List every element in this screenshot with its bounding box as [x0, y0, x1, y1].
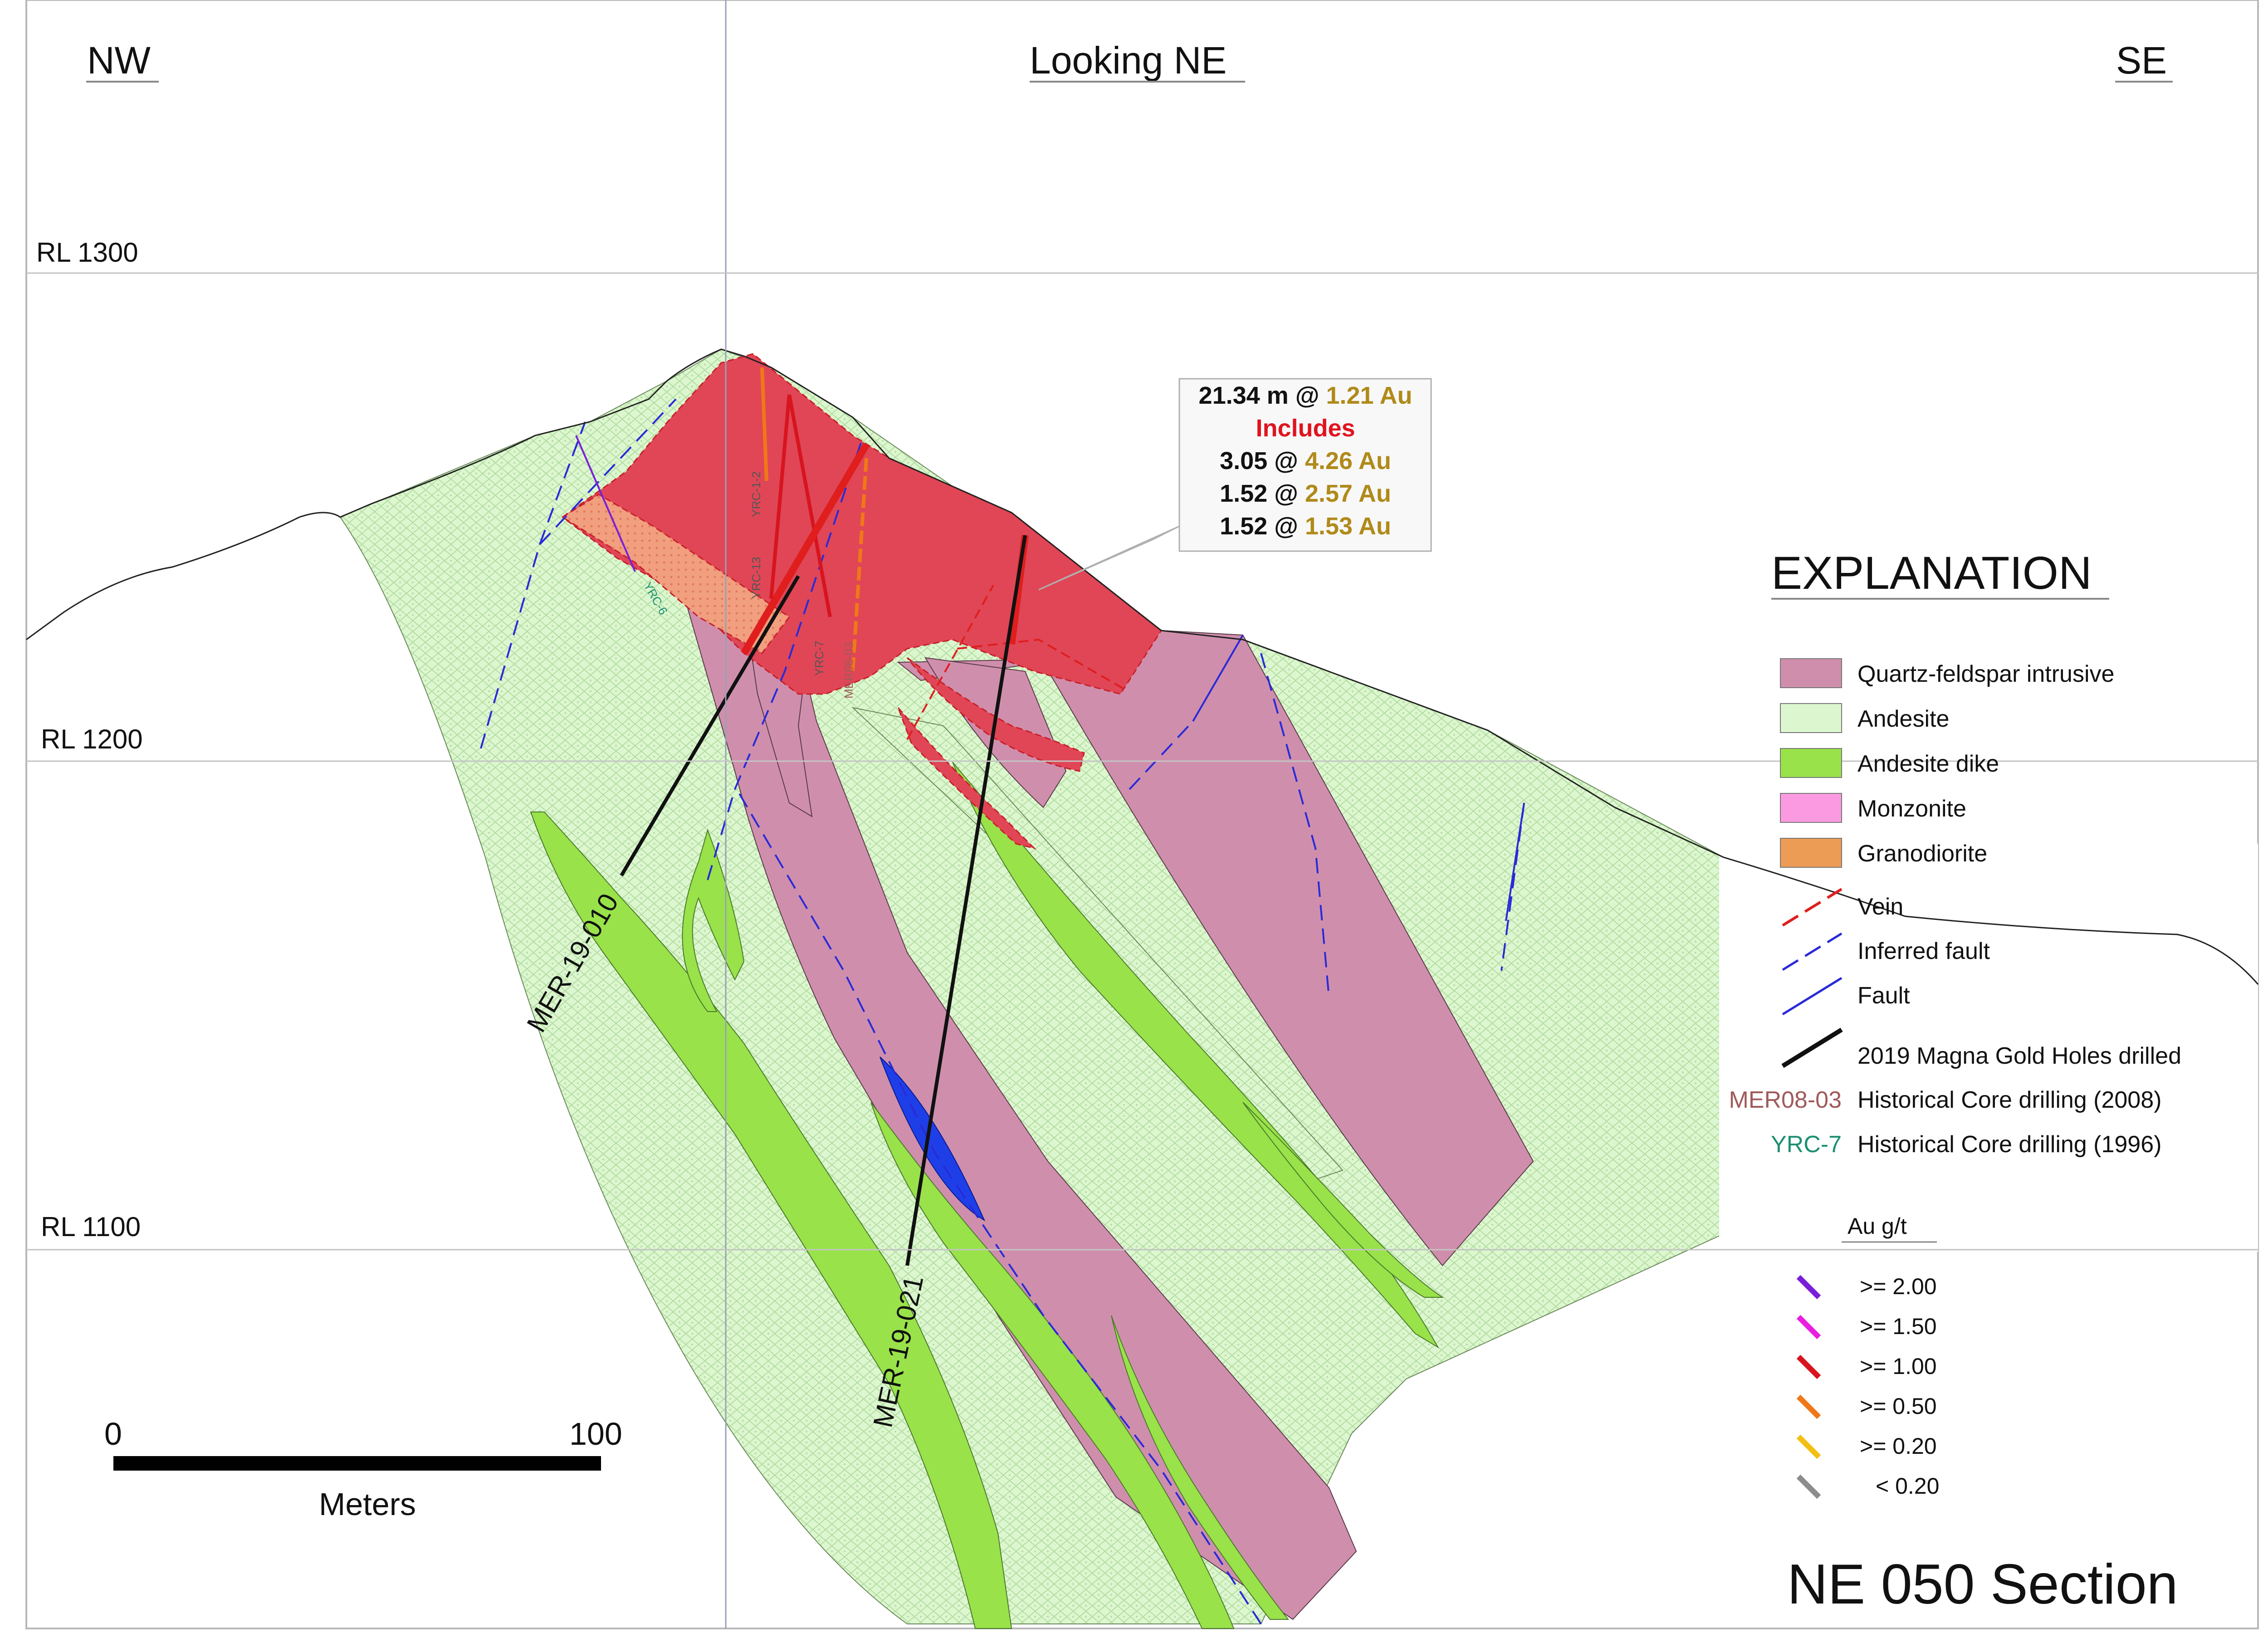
blue-lens	[880, 1056, 986, 1222]
hole-label-yrc-13: YRC-13	[749, 557, 763, 599]
callout-line1-b: 1.21 Au	[1326, 382, 1412, 409]
legend-swatch-qfp	[1780, 658, 1842, 688]
grade-legend: Au g/t >= 2.00 >= 1.50 >= 1.00 >= 0.50 >…	[1796, 1213, 1939, 1499]
grade-label: >= 2.00	[1860, 1274, 1937, 1299]
callout-line1-a: 21.34 m @	[1199, 382, 1326, 409]
scale-bar: 0 100 Meters	[104, 1416, 622, 1522]
grade-label: < 0.20	[1876, 1473, 1939, 1499]
legend-label-vein: Vein	[1857, 894, 1903, 920]
grade-label: >= 1.00	[1860, 1354, 1937, 1379]
qfp-lower-branch	[684, 598, 1357, 1620]
callout-pointer	[1038, 525, 1180, 591]
svg-text:21.34 m @ 1.21 Au: 21.34 m @ 1.21 Au	[1199, 382, 1413, 409]
legend-label-granodiorite: Granodiorite	[1857, 841, 1987, 867]
andesite-dike-3	[1111, 1315, 1290, 1620]
hole-label-mer08-03: MER08-03	[842, 642, 855, 699]
grade-swatch	[1796, 1315, 1821, 1340]
scale-unit: Meters	[319, 1486, 416, 1522]
grade-swatch	[1796, 1354, 1821, 1379]
hole-mer-19-021	[905, 535, 1027, 1266]
hole-mer-19-010	[620, 575, 800, 877]
grade-label: >= 0.50	[1860, 1393, 1937, 1419]
qfp-main-body	[897, 630, 1534, 1266]
andesite-body	[339, 348, 1724, 1624]
andesite-dike-5	[1242, 1102, 1444, 1298]
svg-text:1.52 @ 1.53 Au: 1.52 @ 1.53 Au	[1220, 513, 1391, 540]
callout-line3-a: 3.05 @	[1220, 447, 1305, 474]
legend-inferred-fault-symbol	[1782, 932, 1843, 971]
grade-swatch	[1796, 1394, 1821, 1419]
legend-line-items: Vein Inferred fault Fault 2019 Magna Gol…	[1781, 888, 2181, 1069]
legend-vein-symbol	[1782, 888, 1843, 927]
elevation-label: RL 1300	[36, 237, 138, 268]
legend-label-historical-2008: Historical Core drilling (2008)	[1857, 1087, 2161, 1113]
scale-hundred: 100	[569, 1416, 622, 1452]
legend-label-inferred-fault: Inferred fault	[1857, 938, 1990, 964]
callout-box	[1178, 378, 1432, 552]
scale-bar-rect	[113, 1456, 601, 1471]
red-vein-arm	[906, 657, 1085, 772]
legend-code-yrc-7: YRC-7	[1771, 1131, 1842, 1158]
section-title: NE 050 Section	[1787, 1553, 2178, 1616]
legend-label-2019-holes: 2019 Magna Gold Holes drilled	[1857, 1043, 2181, 1069]
legend-unit-items: Quartz-feldspar intrusive Andesite Andes…	[1780, 658, 2114, 868]
fault-lines	[480, 398, 1525, 1625]
andesite-dike-fork	[682, 828, 745, 1012]
legend-swatch-andesite	[1780, 703, 1842, 733]
legend-2019-holes-symbol	[1781, 1027, 1843, 1068]
andesite-dike-4	[952, 762, 1439, 1349]
elevation-label: RL 1100	[41, 1212, 141, 1242]
legend-swatch-andesite-dike	[1780, 748, 1842, 778]
legend-label-historical-1996: Historical Core drilling (1996)	[1857, 1131, 2161, 1158]
legend-fault-symbol	[1782, 977, 1843, 1016]
andesite-dike-2	[870, 1102, 1235, 1629]
grade-swatch	[1796, 1275, 1821, 1300]
legend-label-andesite-dike: Andesite dike	[1857, 751, 1999, 777]
header-se: SE	[2116, 39, 2167, 82]
grade-swatch	[1796, 1434, 1821, 1459]
svg-text:3.05 @ 4.26 Au: 3.05 @ 4.26 Au	[1220, 447, 1391, 474]
legend-label-andesite: Andesite	[1857, 706, 1949, 732]
callout-line5-b: 1.53 Au	[1305, 513, 1391, 540]
legend-label-qfp: Quartz-feldspar intrusive	[1857, 661, 2114, 687]
grade-legend-title: Au g/t	[1848, 1213, 1907, 1239]
header-looking: Looking NE	[1030, 39, 1227, 82]
callout-line4-a: 1.52 @	[1220, 480, 1305, 507]
grade-swatch	[1796, 1474, 1821, 1499]
legend-label-monzonite: Monzonite	[1857, 796, 1966, 822]
legend-swatch-monzonite	[1780, 793, 1842, 823]
topography-line	[26, 348, 2259, 985]
legend-label-fault: Fault	[1857, 983, 1910, 1009]
legend-code-mer08-03: MER08-03	[1729, 1087, 1842, 1113]
grade-label: >= 1.50	[1860, 1314, 1937, 1339]
grade-label: >= 0.20	[1860, 1433, 1937, 1459]
hole-label-yrc-7: YRC-7	[812, 640, 826, 676]
legend-historical: MER08-03 Historical Core drilling (2008)…	[1729, 1087, 2161, 1158]
callout-line3-b: 4.26 Au	[1305, 447, 1391, 474]
drill-holes-2019	[620, 535, 1027, 1266]
callout-line5-a: 1.52 @	[1220, 513, 1305, 540]
legend-title: EXPLANATION	[1771, 547, 2092, 599]
callout-text: 21.34 m @ 1.21 Au Includes 3.05 @ 4.26 A…	[1199, 382, 1413, 540]
elevation-label: RL 1200	[41, 724, 143, 754]
scale-zero: 0	[104, 1416, 122, 1452]
hole-label-yrc-1-2: YRC-1-2	[749, 471, 763, 517]
svg-text:1.52 @ 2.57 Au: 1.52 @ 2.57 Au	[1220, 480, 1391, 507]
vein-lines	[906, 585, 1126, 740]
header-nw: NW	[87, 39, 151, 82]
callout-line2: Includes	[1256, 415, 1355, 442]
callout-line4-b: 2.57 Au	[1305, 480, 1391, 507]
legend-swatch-granodiorite	[1780, 838, 1842, 868]
